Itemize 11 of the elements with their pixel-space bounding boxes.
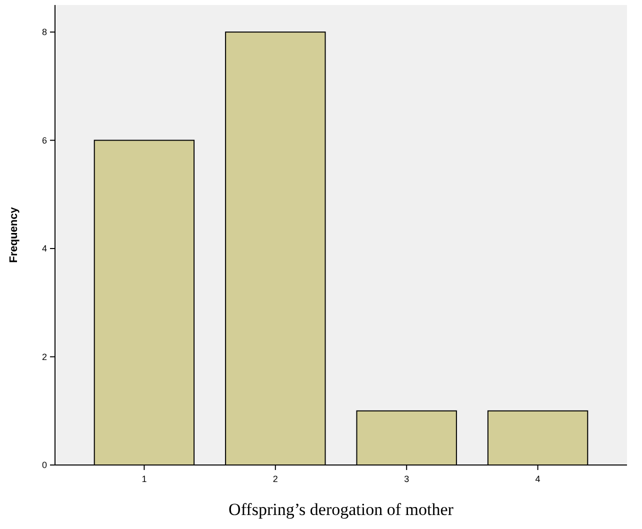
x-tick-label: 3	[404, 474, 410, 484]
x-tick-label: 4	[535, 474, 540, 484]
x-tick-label: 1	[142, 474, 147, 484]
y-tick-label: 4	[42, 244, 47, 254]
y-tick-label: 2	[42, 352, 47, 362]
y-tick-label: 0	[42, 460, 47, 470]
y-tick-label: 6	[42, 135, 47, 146]
x-axis-title: Offspring’s derogation of mother	[228, 500, 454, 519]
x-tick-label: 2	[272, 474, 278, 484]
y-axis-title: Frequency	[8, 206, 20, 263]
y-tick-label: 8	[42, 27, 47, 38]
